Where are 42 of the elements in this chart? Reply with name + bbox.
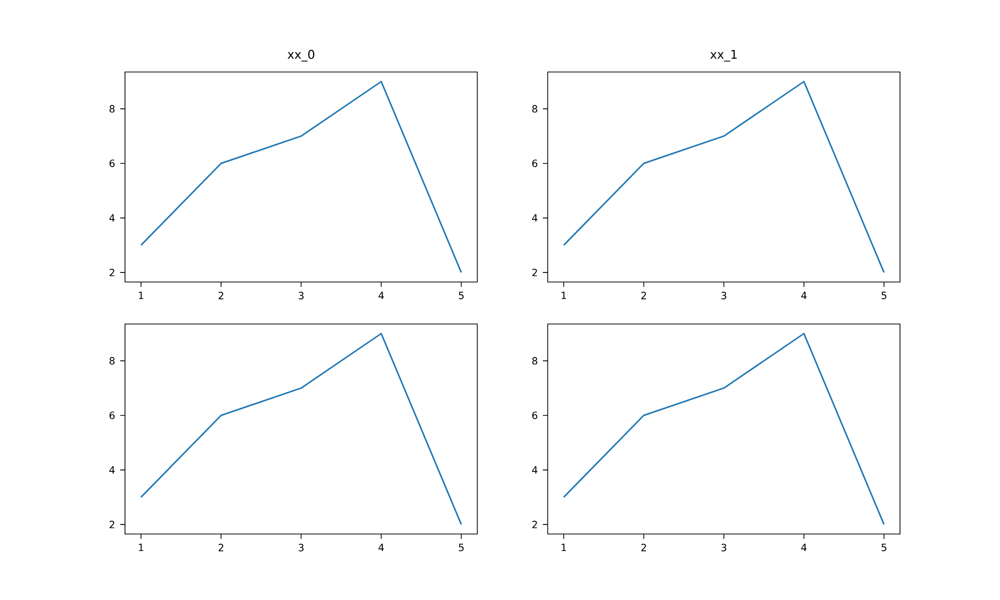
x-tick-label: 4 — [801, 292, 807, 300]
x-tick-label: 1 — [138, 544, 144, 552]
x-tick-label: 5 — [458, 544, 464, 552]
x-tick-label: 2 — [218, 292, 224, 300]
x-tick-label: 5 — [458, 292, 464, 300]
x-tick-label: 2 — [641, 292, 646, 300]
chart-title: xx_1 — [710, 50, 737, 62]
x-tick-label: 1 — [138, 292, 144, 300]
y-tick-label: 4 — [532, 466, 538, 474]
y-tick-label: 8 — [110, 357, 115, 365]
y-tick-label: 6 — [110, 160, 115, 168]
x-tick-label: 5 — [882, 292, 886, 300]
y-tick-label: 8 — [532, 105, 538, 113]
x-tick-label: 1 — [562, 544, 566, 552]
chart-title: xx_0 — [288, 50, 314, 62]
y-tick-label: 4 — [532, 214, 538, 222]
y-tick-label: 2 — [532, 268, 537, 276]
line-series — [140, 80, 462, 274]
x-tick-label: 3 — [721, 544, 726, 552]
line-series — [140, 332, 462, 526]
y-tick-label: 6 — [110, 412, 115, 420]
y-tick-label: 4 — [109, 466, 115, 474]
x-tick-label: 5 — [882, 544, 886, 552]
x-tick-label: 1 — [562, 292, 566, 300]
y-tick-label: 2 — [110, 268, 114, 276]
x-tick-label: 4 — [801, 544, 807, 552]
y-tick-label: 8 — [110, 105, 115, 113]
x-tick-label: 4 — [378, 544, 384, 552]
x-tick-label: 2 — [218, 544, 224, 552]
x-tick-label: 3 — [721, 292, 726, 300]
y-tick-label: 4 — [109, 214, 115, 222]
line-series — [562, 332, 885, 526]
line-series — [562, 80, 885, 274]
x-tick-label: 4 — [378, 292, 384, 300]
x-tick-label: 3 — [298, 292, 304, 300]
x-tick-label: 2 — [641, 544, 646, 552]
y-tick-label: 8 — [532, 357, 538, 365]
x-tick-label: 3 — [298, 544, 304, 552]
y-tick-label: 2 — [110, 520, 114, 528]
y-tick-label: 6 — [532, 412, 538, 420]
y-tick-label: 6 — [532, 160, 538, 168]
y-tick-label: 2 — [532, 520, 537, 528]
